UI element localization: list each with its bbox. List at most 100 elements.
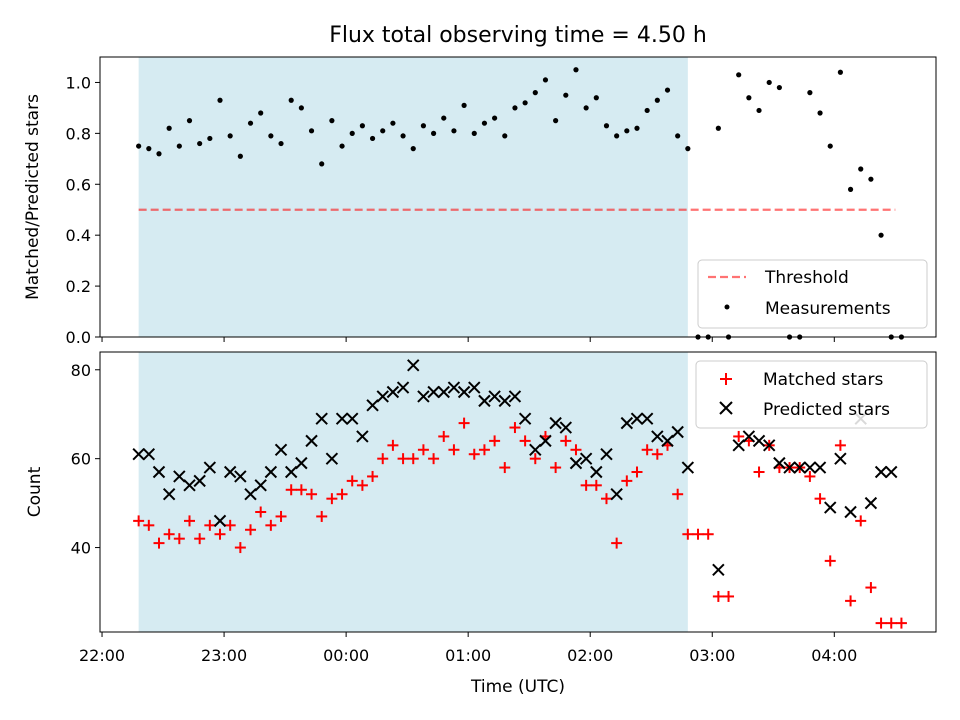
predicted-star-point	[803, 461, 817, 474]
predicted-star-point	[193, 474, 206, 488]
measurement-point	[756, 107, 762, 114]
predicted-star-point	[579, 452, 593, 465]
matched-star-point	[143, 519, 155, 531]
matched-star-point	[651, 448, 663, 460]
matched-star-point	[621, 475, 633, 487]
predicted-star-point	[651, 430, 664, 443]
top-axes-frame	[99, 56, 937, 338]
matched-star-point	[306, 488, 318, 500]
predicted-star-point	[539, 434, 552, 448]
matched-star-point	[733, 430, 745, 442]
predicted-star-point	[834, 452, 847, 465]
matched-star-point	[814, 493, 826, 505]
measurement-point	[847, 186, 854, 192]
matched-star-point	[478, 444, 490, 456]
predicted-star-point	[437, 385, 450, 399]
measurement-point	[563, 92, 569, 98]
measurement-point	[258, 110, 264, 116]
measurement-point	[492, 115, 498, 121]
measurement-point	[827, 143, 833, 149]
measurement-point	[400, 133, 406, 139]
bottom-y-tick-label: 80	[71, 361, 91, 380]
predicted-star-point	[264, 465, 278, 479]
predicted-legend-label: Predicted stars	[763, 400, 890, 420]
predicted-star-point	[376, 390, 389, 403]
measurement-point	[380, 128, 386, 134]
predicted-star-point	[183, 479, 196, 492]
measurement-point	[461, 102, 467, 108]
measurements-legend-label: Measurements	[765, 299, 891, 319]
measurement-point	[512, 105, 518, 111]
top-y-tick-label: 0.8	[66, 124, 91, 143]
measurement-point	[146, 146, 152, 152]
x-tick-label: 00:00	[323, 646, 369, 665]
predicted-star-point	[152, 465, 166, 479]
matched-star-point	[224, 519, 236, 531]
predicted-star-point	[427, 385, 440, 399]
measurement-point	[878, 232, 884, 238]
matched-legend-label: Matched stars	[763, 370, 883, 390]
matched-star-point	[702, 528, 714, 540]
matched-star-point	[428, 453, 440, 465]
predicted-star-point	[518, 412, 532, 425]
x-tick-label: 02:00	[567, 646, 613, 665]
matched-star-point	[580, 479, 592, 491]
top-legend: Threshold Measurements	[697, 259, 928, 329]
predicted-star-point	[600, 448, 613, 461]
matched-star-point	[895, 617, 907, 629]
measurement-point	[268, 133, 274, 139]
bottom-x-ticks: 22:00 23:00 00:00 01:00 02:00 03:00 04:00	[79, 632, 857, 665]
predicted-star-point	[824, 501, 837, 514]
measurement-point	[481, 120, 488, 126]
matched-star-point	[397, 453, 409, 465]
predicted-star-point	[783, 461, 796, 474]
measurement-point	[390, 120, 396, 126]
measurement-point	[532, 90, 538, 96]
predicted-star-point	[590, 465, 603, 479]
matched-star-point	[153, 537, 165, 549]
measurement-point	[502, 133, 508, 139]
predicted-star-point	[468, 381, 481, 394]
matched-star-point	[163, 528, 175, 540]
matched-star-point	[285, 484, 297, 496]
top-y-tick-label: 0.2	[66, 277, 91, 296]
matched-star-point	[875, 617, 887, 629]
matched-star-point	[682, 528, 694, 540]
predicted-star-point	[447, 381, 461, 394]
matched-star-point	[611, 537, 623, 549]
predicted-star-point	[762, 439, 776, 452]
matched-star-point	[214, 528, 226, 540]
bottom-observing-span	[138, 352, 688, 632]
matched-star-point	[387, 439, 399, 451]
matched-star-point	[550, 462, 562, 474]
measurement-point	[176, 143, 182, 149]
predicted-star-point	[213, 514, 227, 528]
predicted-star-point	[407, 359, 420, 372]
x-tick-label: 01:00	[445, 646, 491, 665]
measurement-point	[736, 72, 742, 78]
measurement-point	[573, 67, 579, 73]
matched-star-point	[834, 439, 846, 451]
predicted-star-point	[132, 448, 145, 461]
x-axis-label: Time (UTC)	[470, 677, 565, 697]
measurement-point	[217, 97, 223, 103]
predicted-star-point	[142, 448, 156, 461]
x-tick-label: 22:00	[79, 646, 125, 665]
measurements-legend-swatch	[724, 304, 730, 310]
predicted-star-point	[315, 412, 328, 425]
measurement-point	[644, 107, 650, 114]
bottom-legend: Matched stars Predicted stars	[695, 360, 928, 429]
bottom-legend-box	[695, 360, 928, 429]
matched-star-point	[824, 555, 836, 567]
top-x-ticks	[101, 337, 835, 342]
predicted-star-point	[386, 385, 400, 399]
matched-star-point	[885, 617, 897, 629]
measurement-point	[156, 151, 162, 157]
matched-star-point	[245, 524, 257, 536]
x-tick-label: 03:00	[689, 646, 735, 665]
predicted-star-point	[529, 443, 542, 456]
predicted-star-point	[295, 456, 308, 470]
measurement-point	[278, 140, 284, 147]
matched-star-point	[234, 542, 246, 554]
measurement-point	[807, 90, 813, 96]
